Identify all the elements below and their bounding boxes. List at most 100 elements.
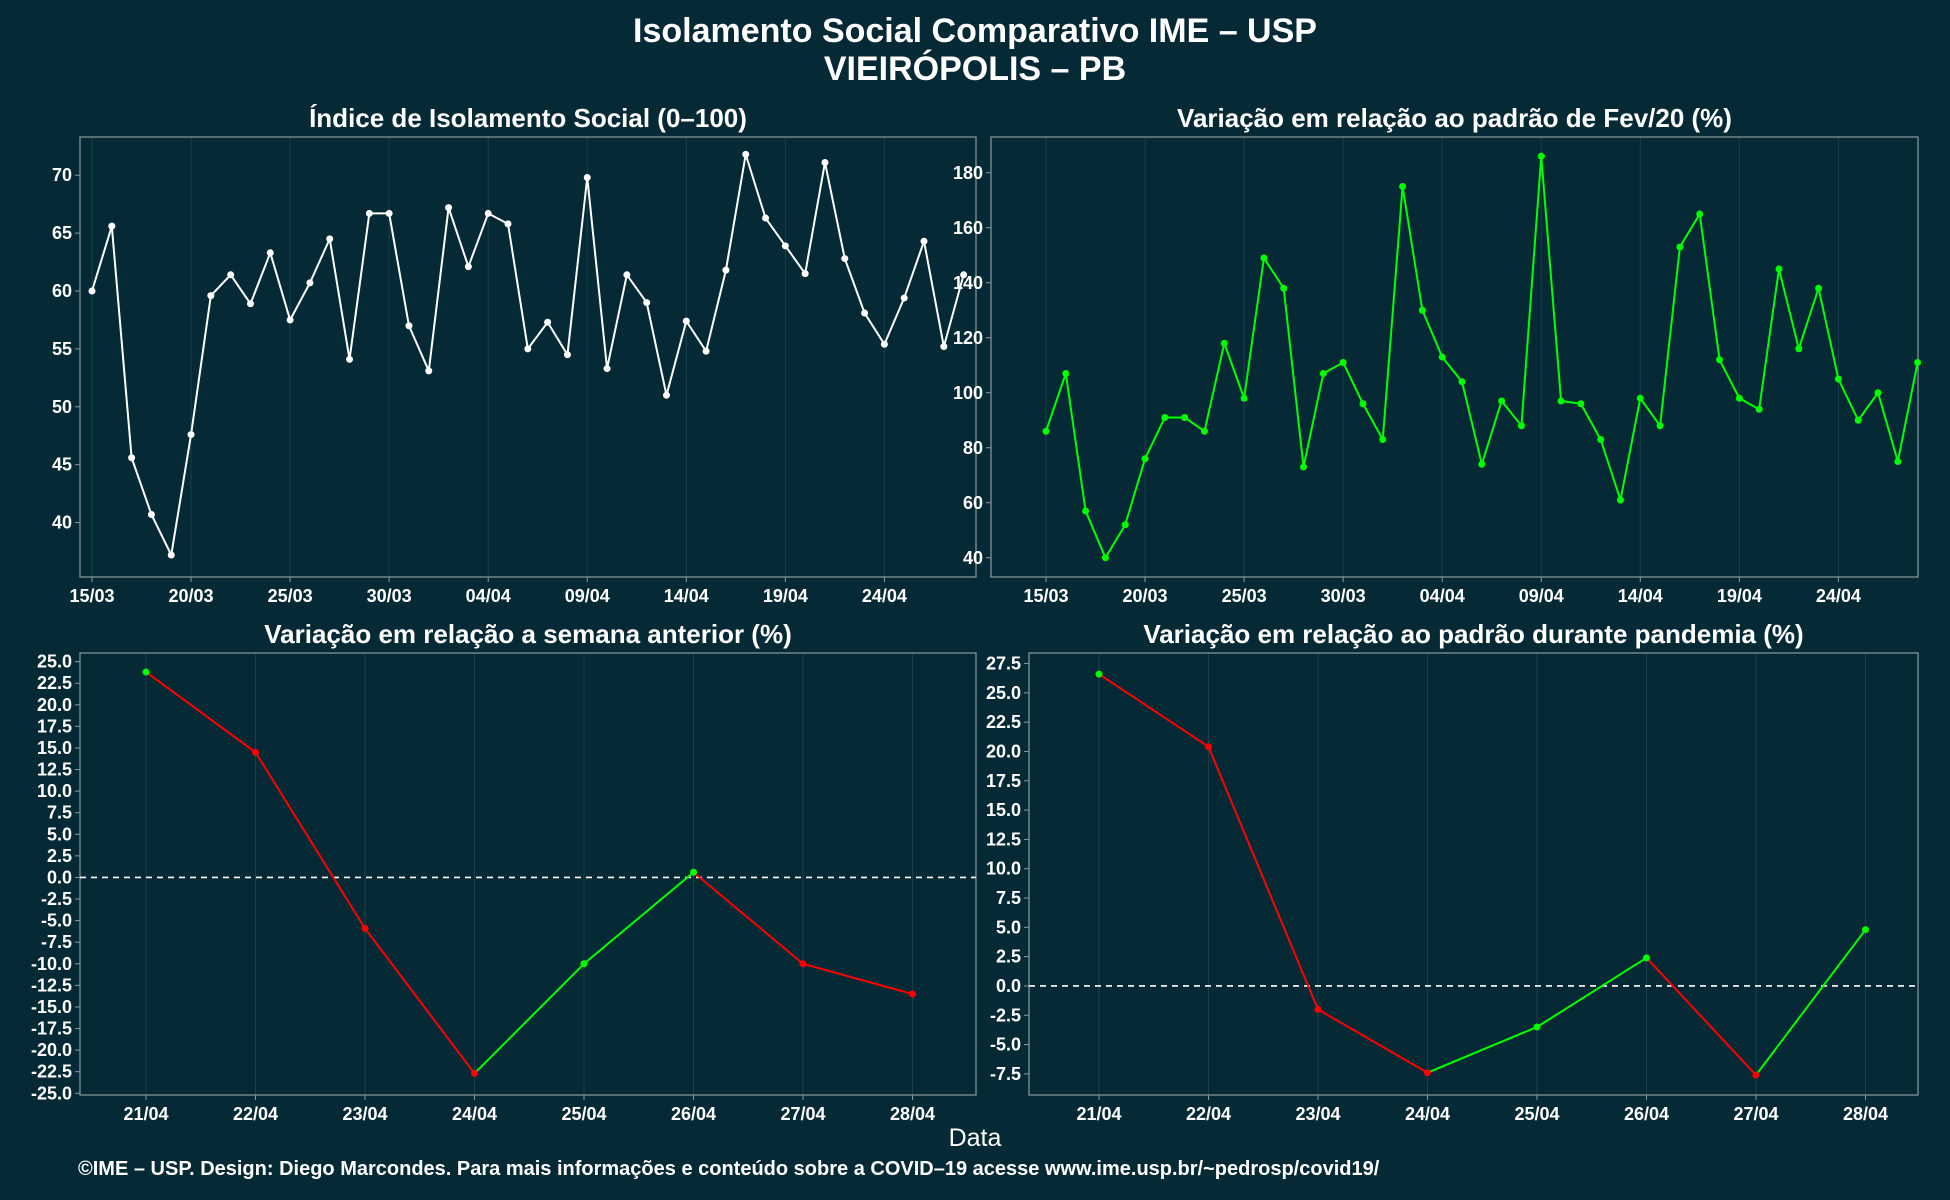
data-point (1260, 254, 1268, 262)
y-tick-label: -17.5 (31, 1019, 72, 1039)
data-point (1300, 463, 1308, 471)
data-point (1458, 378, 1466, 386)
chart-title: Índice de Isolamento Social (0–100) (309, 103, 747, 133)
data-point (1205, 743, 1212, 751)
title-line-2: VIEIRÓPOLIS – PB (823, 50, 1127, 88)
data-point (1424, 1069, 1431, 1077)
data-point (1537, 152, 1545, 160)
x-tick-label: 21/04 (123, 1104, 168, 1124)
y-tick-label: -7.5 (41, 932, 72, 952)
data-point (909, 990, 916, 998)
data-point (662, 391, 670, 399)
data-point (142, 668, 150, 676)
x-tick-label: 09/04 (565, 586, 610, 606)
series-segment (1536, 956, 1648, 1028)
chart-panel-semana: Variação em relação a semana anterior (%… (31, 619, 977, 1124)
x-tick-label: 30/03 (367, 586, 412, 606)
data-point (1062, 370, 1070, 377)
data-point (1121, 521, 1129, 529)
data-point (306, 279, 314, 287)
plot-frame (79, 652, 977, 1096)
x-tick-label: 23/04 (1295, 1104, 1340, 1124)
plot-frame (990, 136, 1919, 578)
data-point (524, 345, 532, 353)
data-point (1339, 359, 1347, 366)
y-tick-label: -7.5 (990, 1064, 1021, 1084)
data-point (147, 510, 155, 518)
data-point (471, 1069, 478, 1077)
data-point (1280, 284, 1288, 292)
series-line (91, 154, 965, 559)
series-segment (583, 871, 695, 965)
data-point (1082, 507, 1090, 515)
data-point (1181, 414, 1189, 421)
data-point (128, 454, 136, 462)
data-point (1418, 306, 1426, 314)
x-tick-label: 15/03 (1023, 586, 1068, 606)
x-tick-label: 25/03 (268, 586, 313, 606)
data-point (682, 317, 690, 325)
x-tick-label: 26/04 (671, 1104, 716, 1124)
series-segment (802, 962, 913, 995)
data-point (326, 235, 334, 243)
data-point (252, 748, 259, 756)
y-tick-label: 7.5 (47, 803, 72, 823)
x-tick-label: 04/04 (1420, 586, 1465, 606)
data-point (361, 924, 369, 932)
data-point (1557, 397, 1565, 405)
data-point (425, 367, 433, 375)
y-tick-label: 0.0 (47, 867, 72, 887)
data-point (346, 355, 354, 363)
y-tick-label: 12.5 (986, 829, 1021, 849)
series-segment (1427, 1026, 1538, 1074)
y-tick-label: 12.5 (37, 760, 72, 780)
x-tick-label: 19/04 (763, 586, 808, 606)
y-tick-label: 10.0 (37, 781, 72, 801)
y-tick-label: 45 (52, 455, 72, 475)
y-tick-label: -25.0 (31, 1083, 72, 1103)
data-point (1735, 394, 1743, 402)
data-point (207, 292, 215, 300)
chart-title: Variação em relação ao padrão durante pa… (1143, 619, 1803, 649)
data-point (583, 174, 591, 182)
x-tick-label: 14/04 (1618, 586, 1663, 606)
data-point (722, 266, 730, 274)
data-point (1815, 284, 1823, 292)
data-point (1696, 210, 1704, 218)
data-point (781, 242, 789, 250)
data-point (1379, 436, 1387, 443)
data-point (1775, 265, 1783, 273)
data-point (1795, 345, 1803, 353)
data-point (1597, 436, 1605, 443)
data-point (920, 237, 928, 245)
y-tick-label: -5.0 (41, 911, 72, 931)
y-tick-label: 15.0 (986, 800, 1021, 820)
series-segment (145, 671, 257, 754)
data-point (940, 343, 948, 351)
y-tick-label: 120 (953, 328, 983, 348)
series-segment (1207, 746, 1319, 1010)
data-point (623, 271, 631, 279)
y-tick-label: -2.5 (41, 889, 72, 909)
data-point (246, 300, 254, 308)
data-point (1716, 356, 1724, 364)
y-tick-label: -12.5 (31, 975, 72, 995)
data-point (266, 249, 274, 257)
y-tick-label: 140 (953, 273, 983, 293)
y-tick-label: 20.0 (37, 695, 72, 715)
x-tick-label: 09/04 (1519, 586, 1564, 606)
y-tick-label: 70 (52, 165, 72, 185)
series-segment (1317, 1008, 1429, 1074)
y-tick-label: -20.0 (31, 1040, 72, 1060)
data-point (690, 868, 697, 876)
data-point (580, 960, 588, 968)
y-tick-label: 7.5 (996, 888, 1021, 908)
y-tick-label: -10.0 (31, 954, 72, 974)
data-point (1200, 427, 1208, 435)
data-point (1319, 370, 1327, 377)
series-segment (254, 751, 366, 929)
data-point (1220, 339, 1228, 347)
y-tick-label: 160 (953, 218, 983, 238)
main-title: Isolamento Social Comparativo IME – USP … (0, 12, 1950, 88)
data-point (799, 960, 807, 968)
